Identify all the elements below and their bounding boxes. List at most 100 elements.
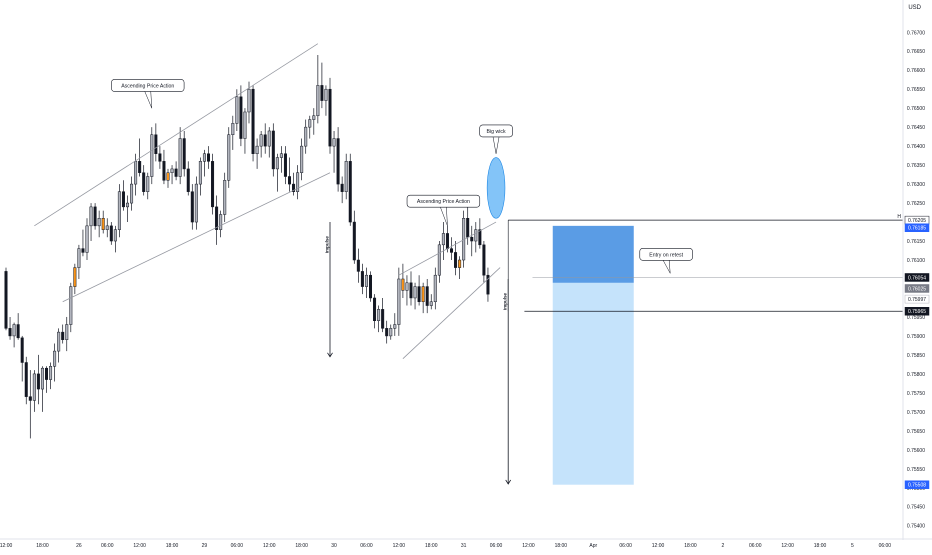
candle-body [166,172,170,181]
position-start-label: H [897,214,901,220]
candle-body [20,337,24,363]
x-tick-label: 06:00 [619,543,632,549]
candle-body [235,96,239,124]
impulse-arrow-0-head [327,352,333,358]
y-tick-label: 0.75700 [907,410,925,416]
candle-body [125,202,130,208]
y-tick-label: 0.75600 [907,448,925,454]
candle-body [134,161,138,185]
candle-body [340,183,344,192]
candle-body [458,259,462,268]
x-tick-label: 2 [721,543,724,549]
candle-body [16,324,20,339]
candle-body [162,161,166,181]
candle-body [190,191,194,223]
candle-body [255,145,259,154]
annotation-text: Ascending Price Action [417,199,470,205]
annotation-box [111,79,185,92]
candle-body [320,85,324,101]
price-label-text: 0.76205 [908,218,926,224]
candle-body [279,153,283,158]
candle-body [202,153,206,162]
candle-body [470,236,474,242]
candle-body [142,172,146,192]
annotation-box [479,124,513,138]
candle-body [182,138,186,170]
candle-body [377,309,381,321]
candle-body [352,221,356,261]
y-tick-label: 0.75950 [907,315,925,321]
annotation-pointer [662,260,671,274]
candle-body [130,183,134,204]
price-label-text: 0.76185 [908,226,926,232]
y-tick-label: 0.75550 [907,467,925,473]
x-tick-label: 06:00 [490,543,503,549]
candle-body [105,225,109,230]
candle-body [336,138,340,185]
candle-body [304,126,308,147]
candle-body [401,278,405,291]
candle-body [158,153,162,162]
target-zone [552,282,634,485]
candle-body [12,324,16,337]
y-tick-label: 0.75800 [907,372,925,378]
candle-body [194,183,198,223]
candle-body [61,331,65,340]
candle-body [211,161,215,208]
candle-body [454,252,458,268]
y-tick-label: 0.76100 [907,258,925,264]
candle-body [243,111,247,139]
candle-body [251,88,255,154]
candle-body [57,331,61,352]
candle-body [332,138,336,147]
candle-body [8,328,12,337]
candle-body [178,138,182,177]
candle-body [441,233,445,246]
price-label-text: 0.76025 [908,286,926,292]
candle-body [227,134,231,181]
candle-body [93,206,97,227]
channel-0-upper-line [34,43,319,227]
price-label-text: 0.75508 [908,483,926,489]
channel-1-lower-line [402,267,501,359]
y-tick-label: 0.75400 [907,524,925,530]
candle-body [312,115,316,120]
candle-body [219,214,223,230]
x-tick-label: 18:00 [684,543,697,549]
candle-body [368,274,373,299]
candle-body [81,248,85,253]
candle-body [263,134,267,147]
candle-body [466,218,470,238]
price-label-box [904,223,930,232]
x-tick-label: 12:00 [781,543,794,549]
candle-body [40,367,44,390]
candle-body [287,176,292,185]
x-tick-label: 12:00 [652,543,665,549]
x-tick-label: 06:00 [879,543,892,549]
x-tick-label: 12:00 [263,543,276,549]
price-label-box [904,273,930,282]
candle-body [421,286,425,303]
candle-body [296,172,300,192]
candle-body [154,134,158,154]
y-tick-label: 0.76350 [907,163,925,169]
candle-body [77,248,81,268]
candle-body [85,225,89,253]
y-tick-label: 0.76400 [907,144,925,150]
candle-body [97,218,101,227]
y-tick-label: 0.76300 [907,182,925,188]
candle-body [138,161,142,173]
candle-body [397,278,401,325]
drawings-layer: H Impulse Impulse Ascending Price Action Asc… [34,43,903,485]
x-tick-label: 12:00 [133,543,146,549]
candle-body [381,309,385,329]
annotation-box [406,194,481,208]
candle-body [89,206,93,227]
candle-body [324,88,328,101]
x-tick-label: 5 [851,543,854,549]
y-tick-label: 0.76500 [907,106,925,112]
impulse-arrow-1-head [505,479,512,485]
y-tick-label: 0.76600 [907,68,925,74]
